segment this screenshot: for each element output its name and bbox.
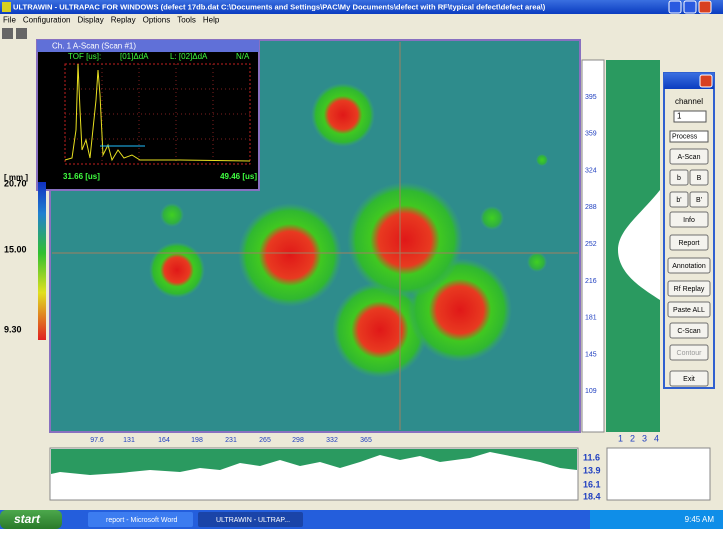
y-axis-label: 324 [585,167,597,174]
panel-button-label: b [677,175,681,182]
bottom-profile-label: 16.1 [583,479,601,489]
x-axis-label: 231 [225,437,237,444]
clock: 9:45 AM [685,515,715,524]
profile-channel[interactable]: 1 [618,433,623,443]
color-scale-label: 20.70 [4,178,27,188]
a-scan-header: TOF [us]: [68,52,101,61]
a-scan-header: L: [02]ΔdA [170,52,208,61]
channel-value: 1 [677,112,682,121]
panel-button-label: Paste ALL [673,307,705,314]
maximize-button[interactable] [684,1,696,13]
y-axis-label: 216 [585,278,597,285]
task-label: ULTRAWIN - ULTRAP... [216,517,290,524]
color-scale-bar [38,182,46,340]
panel-button-label: b' [676,197,681,204]
menu-item[interactable]: Options [143,16,171,25]
menu-item[interactable]: File [3,16,16,25]
x-axis-label: 332 [326,437,338,444]
task-label: report - Microsoft Word [106,517,178,524]
y-axis-label: 252 [585,241,597,248]
bottom-profile-label: 13.9 [583,465,601,475]
panel-button-label: Info [683,217,695,224]
bottom-profile-label: 18.4 [583,491,601,501]
minimize-button[interactable] [669,1,681,13]
profile-channel[interactable]: 2 [630,433,635,443]
x-axis-label: 365 [360,437,372,444]
y-axis-label: 395 [585,94,597,101]
x-axis-label: 97.6 [90,437,104,444]
x-axis-label: 265 [259,437,271,444]
y-axis-label: 145 [585,351,597,358]
x-axis-label: 131 [123,437,135,444]
toolbar-icon[interactable] [2,28,13,39]
window-title: ULTRAWIN - ULTRAPAC FOR WINDOWS (defect … [13,3,546,12]
x-axis-label: 198 [191,437,203,444]
color-scale-label: 15.00 [4,244,27,254]
app-screen: ULTRAWIN - ULTRAPAC FOR WINDOWS (defect … [0,0,723,529]
x-axis-label: 298 [292,437,304,444]
a-scan-title: Ch. 1 A-Scan (Scan #1) [52,42,136,51]
profile-channel[interactable]: 3 [642,433,647,443]
app-icon [2,2,11,12]
panel-button-label: Exit [683,376,695,383]
close-button[interactable] [699,1,711,13]
y-axis-label: 181 [585,315,597,322]
panel-button-label: C-Scan [677,328,700,335]
y-axis-label: 288 [585,204,597,211]
menu-item[interactable]: Configuration [23,16,71,25]
panel-button-label: Contour [677,350,703,357]
menu-item[interactable]: Display [77,16,103,25]
panel-button-label: B [697,175,702,182]
menu-item[interactable]: Help [203,16,220,25]
bottom-profile-label: 11.6 [583,452,600,462]
menu-item[interactable]: Replay [111,16,136,25]
x-axis-label: 164 [158,437,170,444]
menu-item[interactable]: Tools [177,16,196,25]
process-value: Process [672,133,698,140]
profile-channel[interactable]: 4 [654,433,659,443]
panel-button-label: Rf Replay [674,286,705,293]
panel-button-label: B' [696,197,702,204]
corner-box [607,448,710,500]
panel-button-label: Annotation [672,263,706,270]
panel-button-label: A-Scan [678,154,701,161]
panel-close-button[interactable] [700,75,712,87]
start-label: start [14,512,41,526]
y-axis-label: 359 [585,131,597,138]
a-scan-window [37,40,259,190]
toolbar-icon[interactable] [16,28,27,39]
y-axis-label: 109 [585,388,597,395]
channel-label: channel [675,97,703,106]
panel-button-label: Report [678,240,699,247]
a-scan-start: 31.66 [us] [63,172,100,181]
color-scale-label: 9.30 [4,324,22,334]
a-scan-header: [01]ΔdA [120,52,149,61]
a-scan-header: N/A [236,52,250,61]
a-scan-end: 49.46 [us] [220,172,257,181]
